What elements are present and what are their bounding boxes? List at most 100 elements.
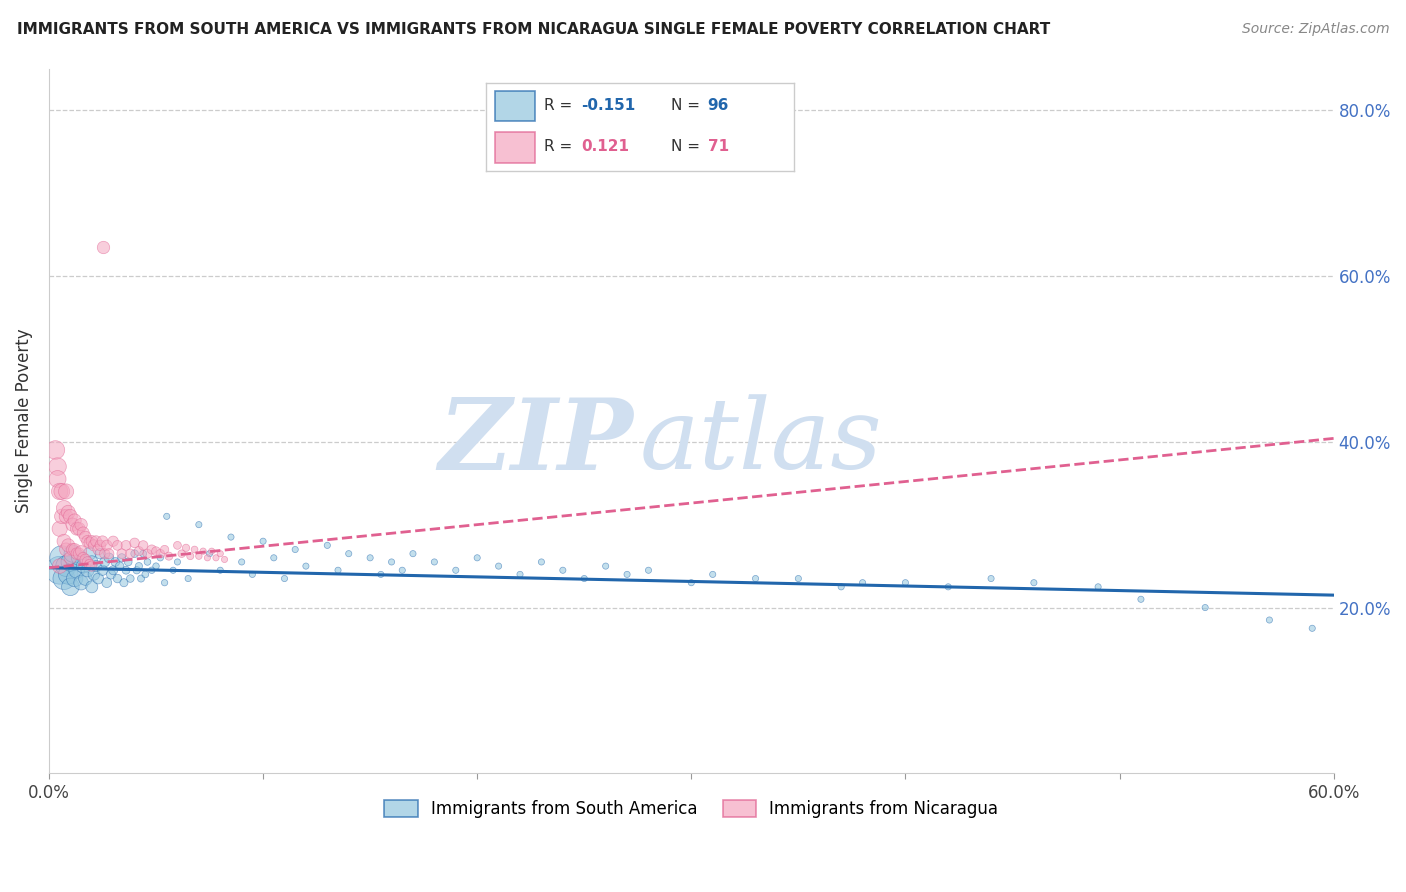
Point — [52, 534, 75, 549]
Point — [84, 559, 107, 574]
Point — [170, 547, 193, 561]
Point — [62, 547, 84, 561]
Point — [75, 552, 97, 566]
Point — [177, 572, 200, 586]
Point — [326, 563, 349, 577]
Point — [128, 544, 150, 558]
Point — [284, 542, 307, 557]
Point — [153, 575, 176, 590]
Point — [637, 563, 659, 577]
Point — [62, 517, 84, 532]
Point — [273, 572, 295, 586]
Text: Source: ZipAtlas.com: Source: ZipAtlas.com — [1241, 22, 1389, 37]
Point — [316, 538, 339, 552]
Point — [201, 544, 224, 558]
Point — [136, 547, 159, 561]
Point — [616, 567, 638, 582]
Point — [67, 547, 90, 561]
Point — [66, 547, 89, 561]
Point — [162, 563, 184, 577]
Point — [79, 547, 101, 561]
Point — [145, 559, 167, 574]
Text: IMMIGRANTS FROM SOUTH AMERICA VS IMMIGRANTS FROM NICARAGUA SINGLE FEMALE POVERTY: IMMIGRANTS FROM SOUTH AMERICA VS IMMIGRA… — [17, 22, 1050, 37]
Point — [380, 555, 402, 569]
Point — [166, 538, 188, 552]
Point — [97, 550, 120, 565]
Point — [93, 555, 115, 569]
Text: atlas: atlas — [640, 394, 883, 490]
Point — [44, 442, 66, 457]
Point — [55, 484, 77, 499]
Point — [1087, 580, 1109, 594]
Point — [58, 567, 80, 582]
Point — [134, 567, 156, 582]
Point — [111, 547, 134, 561]
Point — [187, 517, 209, 532]
Point — [120, 572, 142, 586]
Point — [72, 559, 94, 574]
Point — [97, 547, 120, 561]
Point — [149, 547, 172, 561]
Point — [156, 509, 179, 524]
Point — [574, 572, 596, 586]
Point — [52, 501, 75, 516]
Point — [179, 549, 201, 563]
Point — [120, 547, 142, 561]
Point — [702, 567, 724, 582]
Point — [48, 559, 70, 574]
Point — [423, 555, 446, 569]
Point — [214, 552, 236, 566]
Point — [51, 484, 73, 499]
Point — [46, 472, 69, 486]
Point — [1301, 621, 1323, 635]
Point — [96, 538, 118, 552]
Point — [197, 550, 219, 565]
Point — [51, 509, 73, 524]
Text: ZIP: ZIP — [439, 394, 634, 491]
Point — [48, 484, 70, 499]
Point — [59, 580, 82, 594]
Point — [551, 563, 574, 577]
Point — [91, 563, 114, 577]
Point — [48, 563, 70, 577]
Point — [125, 563, 148, 577]
Point — [166, 555, 188, 569]
Point — [509, 567, 531, 582]
Point — [115, 538, 138, 552]
Point — [67, 550, 90, 565]
Point — [115, 563, 138, 577]
Point — [128, 559, 150, 574]
Point — [744, 572, 766, 586]
Point — [263, 550, 285, 565]
Point — [124, 536, 146, 550]
Point — [132, 538, 155, 552]
Y-axis label: Single Female Poverty: Single Female Poverty — [15, 328, 32, 513]
Point — [830, 580, 852, 594]
Point — [55, 559, 77, 574]
Point — [402, 547, 425, 561]
Point — [111, 550, 134, 565]
Point — [76, 534, 98, 549]
Point — [187, 549, 209, 563]
Point — [980, 572, 1002, 586]
Point — [72, 525, 94, 540]
Point — [93, 547, 115, 561]
Point — [242, 567, 264, 582]
Point — [465, 550, 488, 565]
Point — [141, 542, 163, 557]
Point — [124, 547, 146, 561]
Point — [48, 522, 70, 536]
Point — [89, 538, 111, 552]
Point — [174, 541, 197, 555]
Point — [132, 547, 155, 561]
Point — [72, 550, 94, 565]
Point — [1258, 613, 1281, 627]
Point — [107, 538, 129, 552]
Point — [55, 509, 77, 524]
Point — [59, 555, 82, 569]
Point — [76, 563, 98, 577]
Point — [252, 534, 274, 549]
Point — [117, 555, 139, 569]
Point — [103, 563, 125, 577]
Point — [107, 572, 129, 586]
